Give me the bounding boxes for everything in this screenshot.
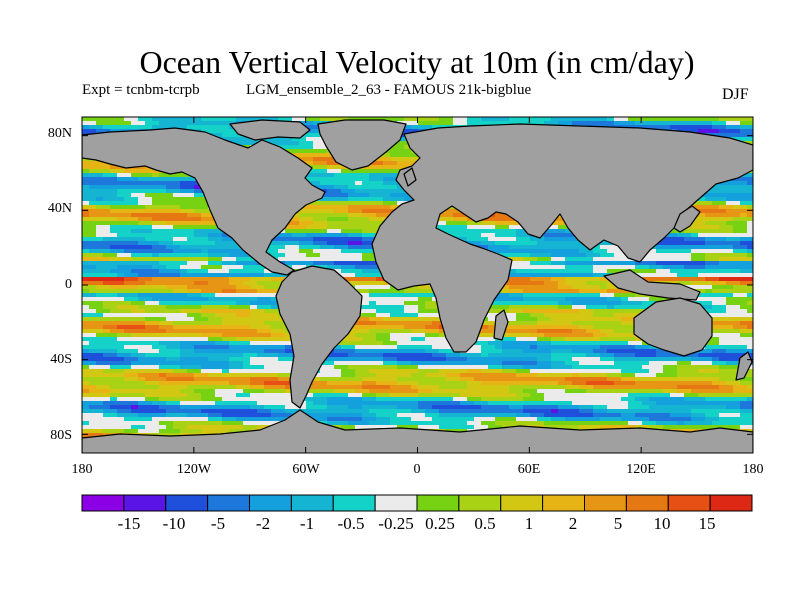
chart-title: Ocean Vertical Velocity at 10m (in cm/da… xyxy=(139,44,695,80)
colorbar-label: 0.25 xyxy=(425,514,455,533)
colorbar-swatch xyxy=(123,494,167,512)
colorbar-swatch xyxy=(332,494,376,512)
land-eurasia-africa xyxy=(371,123,753,353)
land-british-isles xyxy=(403,167,417,187)
colorbar-label: -2 xyxy=(255,514,271,533)
land-north-america xyxy=(82,127,326,276)
colorbar-swatch xyxy=(584,494,627,512)
colorbar-swatch xyxy=(207,494,250,512)
lon-label-120e: 120E xyxy=(626,462,656,477)
colorbar-label: -10 xyxy=(162,514,186,533)
colorbar-swatch xyxy=(165,494,209,512)
run-name-label: LGM_ensemble_2_63 - FAMOUS 21k-bigblue xyxy=(246,82,532,98)
lon-label-180w: 180 xyxy=(71,462,93,477)
colorbar-label: 15 xyxy=(698,514,716,533)
lat-label-40n: 40N xyxy=(47,201,72,216)
colorbar-label: 0.5 xyxy=(474,514,496,533)
colorbar-swatch xyxy=(625,494,669,512)
land-madagascar xyxy=(493,309,509,341)
lon-label-0: 0 xyxy=(413,462,421,477)
colorbar-label: 2 xyxy=(568,514,578,533)
land-australia xyxy=(633,297,713,357)
experiment-label: Expt = tcnbm-tcrpb xyxy=(82,82,200,98)
colorbar-label: -5 xyxy=(210,514,226,533)
land-japan xyxy=(673,205,701,233)
colorbar-label: -1 xyxy=(299,514,315,533)
land-arctic-islands xyxy=(229,119,311,141)
colorbar-label: 10 xyxy=(653,514,671,533)
colorbar-swatch xyxy=(416,494,460,512)
lat-label-80n: 80N xyxy=(47,126,72,141)
season-label: DJF xyxy=(722,86,749,103)
colorbar-swatch xyxy=(249,494,292,512)
land-indonesia xyxy=(603,269,701,301)
lon-label-180e: 180 xyxy=(742,462,764,477)
lon-label-60e: 60E xyxy=(517,462,541,477)
colorbar xyxy=(81,494,753,512)
colorbar-swatch xyxy=(500,494,544,512)
colorbar-swatch xyxy=(667,494,711,512)
axis-ticks xyxy=(81,117,754,453)
colorbar-label: 1 xyxy=(524,514,534,533)
colorbar-label: 5 xyxy=(613,514,623,533)
colorbar-label: -15 xyxy=(117,514,141,533)
map-area xyxy=(82,117,753,453)
lat-label-80s: 80S xyxy=(50,428,72,443)
colorbar-label: -0.5 xyxy=(337,514,365,533)
lat-label-0: 0 xyxy=(65,277,72,292)
colorbar-swatch xyxy=(709,494,753,512)
land-greenland xyxy=(317,119,407,171)
colorbar-swatch xyxy=(458,494,502,512)
colorbar-swatch xyxy=(290,494,334,512)
land-south-america xyxy=(275,265,363,409)
lon-label-60w: 60W xyxy=(292,462,320,477)
land-antarctica xyxy=(82,409,753,453)
colorbar-swatch xyxy=(542,494,585,512)
land-new-zealand xyxy=(735,351,753,381)
land-masses xyxy=(82,119,753,453)
colorbar-swatch xyxy=(81,494,125,512)
lat-label-40s: 40S xyxy=(50,352,72,367)
colorbar-swatch xyxy=(374,494,418,512)
lon-label-120w: 120W xyxy=(176,462,212,477)
colorbar-label: -0.25 xyxy=(378,514,414,533)
